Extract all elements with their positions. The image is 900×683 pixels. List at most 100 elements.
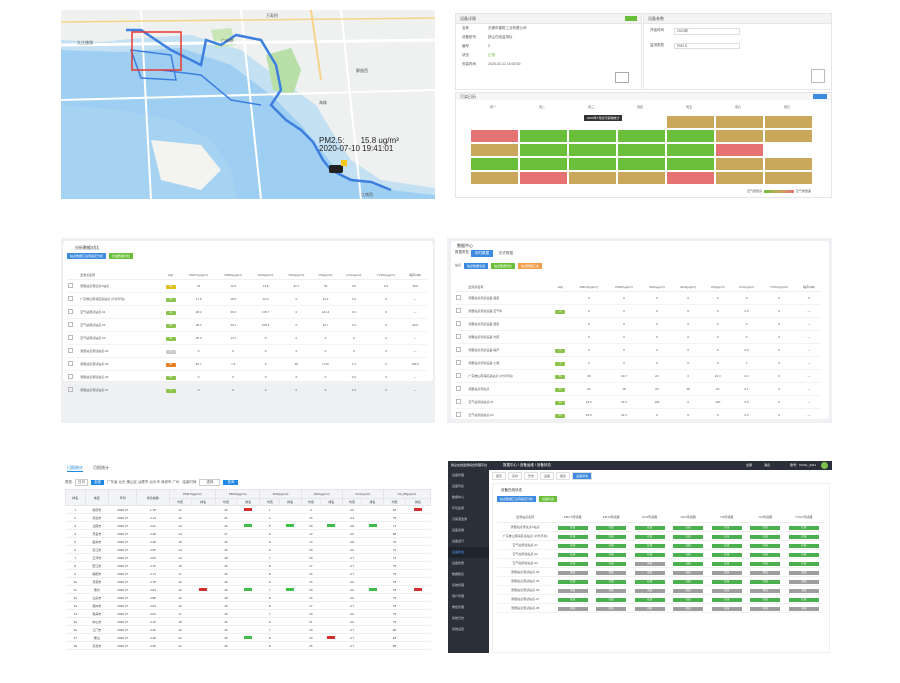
day-month-toggle[interactable]: 日月 xyxy=(75,479,88,486)
page-tab[interactable]: 历史 xyxy=(524,472,539,480)
calendar-day-cell[interactable] xyxy=(470,129,519,143)
sidebar-item[interactable]: 用户管理 xyxy=(452,594,465,598)
table-row[interactable]: 空气站测试站点-02 在线 在线 在线 在线 在线 在线 在线 xyxy=(497,549,823,559)
checkbox[interactable] xyxy=(68,374,73,379)
sidebar-item[interactable]: 设备告警 xyxy=(452,561,465,565)
table-row[interactable]: 测量站点测试站点-07 0 0 0 0 0 0 0.3 0— xyxy=(67,383,427,397)
checkbox[interactable] xyxy=(456,308,461,313)
table-row[interactable]: 测量站点测试站点-06 离线 离线 离线 离线 离线 离线 离线 xyxy=(497,585,823,595)
table-row[interactable]: 广东佛山南海区某站点 (户外环境) 51 17.5 18.5 12.0 0 24.2 0.2 0… xyxy=(67,292,427,306)
column-header[interactable]: 监测点名称 xyxy=(467,283,550,292)
checkbox[interactable] xyxy=(456,412,461,417)
tab-monthly-report[interactable]: 月报统计 xyxy=(93,465,109,470)
row-checkbox[interactable] xyxy=(455,356,468,370)
account-label[interactable]: 账号：COOL_3241 xyxy=(790,463,816,467)
calendar-day-cell[interactable] xyxy=(568,157,617,171)
table-row[interactable]: 6 湛江市 2020.07 2.55 14 26 6 18 0.6 72 xyxy=(65,545,431,554)
table-row[interactable]: 测量站点测试站点-05 在线 在线 在线 在线 在线 在线 离线 xyxy=(497,576,823,586)
column-header[interactable]: AQI xyxy=(160,271,181,280)
calendar-day-cell[interactable] xyxy=(617,157,666,171)
table-row[interactable]: 测量站点测试站点-04 离线 离线 离线 离线 离线 离线 离线 xyxy=(497,567,823,577)
column-header[interactable]: AQI xyxy=(549,283,571,292)
row-checkbox[interactable] xyxy=(455,421,468,423)
row-checkbox[interactable] xyxy=(455,395,468,409)
checkbox[interactable] xyxy=(68,283,73,288)
compare-button[interactable]: 站点数据对比 xyxy=(491,263,516,269)
row-checkbox[interactable] xyxy=(67,305,80,319)
sidebar-item[interactable]: 数据中心 xyxy=(452,495,465,499)
table-row[interactable]: 测量站点测试设备-噪声 0 0 0 0 0 0 0.3 0— xyxy=(455,343,821,357)
calendar-day-cell[interactable] xyxy=(519,157,568,171)
calendar-day-cell[interactable] xyxy=(519,129,568,143)
checkbox[interactable] xyxy=(68,335,73,340)
row-checkbox[interactable] xyxy=(67,344,80,358)
sidebar-item[interactable]: 设备运维 xyxy=(452,528,465,532)
sidebar-item[interactable]: 环境监测 xyxy=(452,506,465,510)
checkbox[interactable] xyxy=(456,347,461,352)
page-tab[interactable]: 设备状态 xyxy=(572,472,593,480)
avatar[interactable] xyxy=(821,462,828,469)
calendar-day-cell[interactable] xyxy=(519,171,568,185)
row-checkbox[interactable] xyxy=(455,369,468,383)
calendar-day-cell[interactable] xyxy=(568,129,617,143)
row-checkbox[interactable] xyxy=(67,357,80,371)
checkbox[interactable] xyxy=(68,309,73,314)
column-header[interactable]: O3(μg/m³) xyxy=(311,271,340,280)
column-header[interactable]: O3传感器 xyxy=(707,512,746,523)
sidebar-item[interactable]: 系统设置 xyxy=(452,627,465,631)
column-header[interactable]: SO2传感器 xyxy=(630,512,669,523)
table-row[interactable]: 测量站点测试设备-光照 0 0 0 0 0 0 0— xyxy=(455,330,821,344)
table-row[interactable]: 测量站点测试站点-06 50 0 0 0 0 0 0.2 0— xyxy=(67,370,427,384)
row-checkbox[interactable] xyxy=(67,331,80,345)
page-tab[interactable]: 首页 xyxy=(492,472,507,480)
sidebar-item[interactable]: 角色管理 xyxy=(452,605,465,609)
sidebar-item[interactable]: 系统管理 xyxy=(452,583,465,587)
calendar-day-cell[interactable] xyxy=(715,143,764,157)
tab-realtime[interactable]: 实时数据 xyxy=(471,250,493,257)
table-row[interactable]: 空气站测试站点-01 42 23.5 24.3 102 0 120 0.3 0— xyxy=(455,395,821,409)
page-tab[interactable]: 报表 xyxy=(556,472,571,480)
calendar-day-cell[interactable] xyxy=(764,171,813,185)
table-row[interactable]: 广东佛山南海区某站点 (户外环境) 51 18 30.7 23 0 22.3 0.2 0— xyxy=(455,369,821,383)
table-row[interactable]: 测量站点测试设备-温度 0 0 0 0 0 0 0 0 xyxy=(455,291,821,305)
checkbox[interactable] xyxy=(456,360,461,365)
checkbox[interactable] xyxy=(68,387,73,392)
checkbox[interactable] xyxy=(456,334,461,339)
edit-button[interactable] xyxy=(625,16,637,21)
compare-button[interactable]: 扫描数据对比 xyxy=(109,253,134,259)
calendar-day-cell[interactable] xyxy=(519,143,568,157)
calendar-day-cell[interactable] xyxy=(764,115,813,129)
table-row[interactable]: 4 茂名市 2020.07 2.48 14 27 6 12 0.5 68 xyxy=(65,529,431,538)
table-row[interactable]: 空气站测试站点-03 在线 在线 离线 在线 在线 在线 在线 xyxy=(497,558,823,568)
column-header[interactable]: PM2.5传感器 xyxy=(553,512,592,523)
calendar-day-cell[interactable] xyxy=(715,115,764,129)
sidebar-item[interactable]: 设备管理 xyxy=(452,473,465,477)
calendar-day-cell[interactable] xyxy=(519,115,568,129)
column-header[interactable]: CO传感器 xyxy=(745,512,785,523)
column-header[interactable]: NO2(μg/m³) xyxy=(280,271,312,280)
checkbox[interactable] xyxy=(68,348,73,353)
column-header[interactable]: PM10(μg/m³) xyxy=(216,271,251,280)
table-row[interactable]: 15 中山市 2020.07 3.15 18 31 6 21 0.6 79 xyxy=(65,617,431,626)
column-header[interactable]: 监测点名称 xyxy=(79,271,161,280)
table-row[interactable]: 测量站点测试站点-05 95 81.7 7.9 0 60 1712 0.1 0 196.0 xyxy=(67,357,427,371)
calendar-day-cell[interactable] xyxy=(715,157,764,171)
table-row[interactable]: 7 云浮市 2020.07 2.63 13 28 7 18 0.7 74 xyxy=(65,553,431,562)
table-row[interactable]: 12 汕头市 2020.07 2.88 16 28 8 16 0.6 79 xyxy=(65,593,431,602)
table-row[interactable]: 17 佛山 2020.07 3.28 20 35 8 23 0.7 83 xyxy=(65,633,431,642)
column-header[interactable]: 综合指数 xyxy=(136,489,170,506)
calendar-day-cell[interactable] xyxy=(715,129,764,143)
map-canvas[interactable] xyxy=(61,10,435,199)
param-value[interactable]: 2020年 xyxy=(674,28,740,35)
calendar-day-cell[interactable] xyxy=(470,115,519,129)
column-header[interactable]: CO(mg/m³) xyxy=(731,283,762,292)
calendar-day-cell[interactable] xyxy=(666,129,715,143)
checkbox[interactable] xyxy=(456,321,461,326)
calendar-day-cell[interactable] xyxy=(715,171,764,185)
calendar-day-cell[interactable] xyxy=(666,157,715,171)
table-row[interactable]: 测量站点测试设备-土壤 0 0 0 0 0 0 1 0— xyxy=(455,356,821,370)
checkbox[interactable] xyxy=(456,295,461,300)
table-row[interactable]: 16 江门市 2020.07 3.20 19 32 7 20 0.7 80 xyxy=(65,625,431,634)
table-row[interactable]: 空气站测试站点-035537.338.7176.6036.30.3040.0 xyxy=(455,421,821,423)
export-button[interactable] xyxy=(813,94,827,99)
